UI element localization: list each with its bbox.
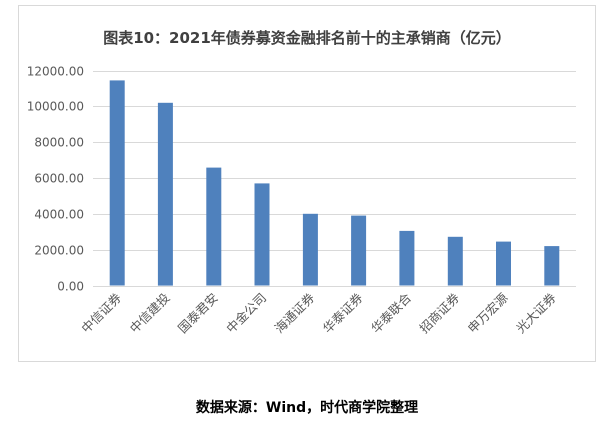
y-tick-label: 4000.00 <box>34 208 84 222</box>
bar <box>157 102 173 286</box>
gridlines <box>93 71 576 287</box>
y-tick-label: 0.00 <box>57 280 84 294</box>
bar <box>544 246 560 286</box>
x-tick-label: 国泰君安 <box>175 290 221 336</box>
x-tick-label: 海通证券 <box>271 290 317 336</box>
x-axis-tick-labels: 中信证券 中信建投 国泰君安 中金公司 海通证券 华泰证券 华泰联合 招商证券 申万宏源 光大证券 <box>78 290 559 336</box>
x-tick-label: 华泰证券 <box>320 290 366 336</box>
x-tick-label: 华泰联合 <box>368 290 414 336</box>
x-tick-label: 申万宏源 <box>465 290 511 336</box>
x-tick-label: 中信建投 <box>127 290 173 336</box>
bars <box>109 80 560 286</box>
bar <box>447 236 463 286</box>
y-axis-tick-labels: 0.00 2000.00 4000.00 6000.00 8000.00 10000.00… <box>27 65 84 294</box>
x-tick-label: 光大证券 <box>513 290 559 336</box>
bar <box>302 213 318 286</box>
source-note: 数据来源：Wind，时代商学院整理 <box>195 400 419 416</box>
bar <box>496 241 511 286</box>
bar <box>351 215 367 286</box>
x-tick-label: 招商证券 <box>416 290 462 336</box>
y-tick-label: 8000.00 <box>34 136 84 150</box>
x-tick-label: 中信证券 <box>78 290 124 336</box>
bar <box>399 230 415 286</box>
bar <box>109 80 125 286</box>
y-tick-label: 12000.00 <box>27 65 84 79</box>
bar <box>206 167 222 286</box>
chart-title: 图表10：2021年债券募资金融排名前十的主承销商（亿元） <box>103 29 511 47</box>
y-tick-label: 10000.00 <box>27 100 84 114</box>
y-tick-label: 6000.00 <box>34 172 84 186</box>
y-tick-label: 2000.00 <box>34 244 84 258</box>
bar <box>254 183 270 286</box>
x-tick-label: 中金公司 <box>223 290 269 336</box>
